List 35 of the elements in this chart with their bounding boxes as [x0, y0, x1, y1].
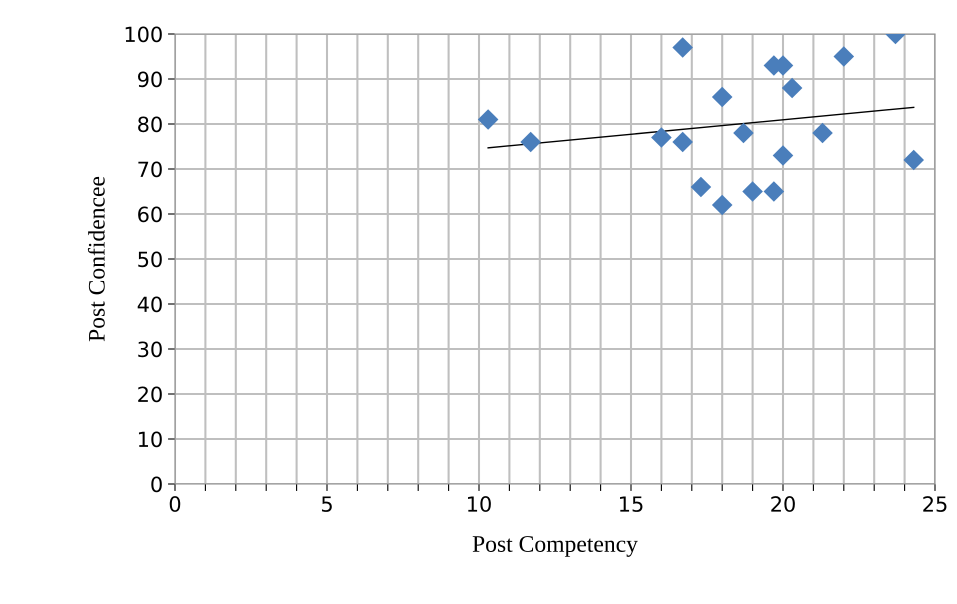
- point: [772, 145, 794, 166]
- point: [651, 127, 672, 148]
- point: [733, 122, 754, 144]
- y-tick-label: 40: [138, 296, 162, 312]
- point: [834, 46, 854, 67]
- point: [764, 181, 784, 202]
- point: [903, 150, 924, 170]
- y-tick-label: 100: [126, 26, 162, 42]
- x-axis-title: Post Competency: [472, 536, 638, 557]
- point: [812, 122, 833, 144]
- point: [712, 86, 732, 108]
- point: [478, 109, 498, 130]
- y-tick-label: 80: [138, 116, 162, 132]
- point: [712, 194, 732, 216]
- y-axis-title: Post Confidencee: [88, 176, 105, 342]
- point: [672, 132, 693, 152]
- point: [520, 132, 541, 152]
- y-tick-label: 60: [138, 206, 162, 222]
- point: [742, 181, 763, 202]
- point: [690, 176, 712, 198]
- y-tick-label: 20: [138, 386, 162, 402]
- x-tick-label: 0: [170, 496, 180, 512]
- y-tick-label: 90: [138, 71, 162, 88]
- x-tick-label: 25: [923, 496, 946, 512]
- point: [672, 37, 693, 58]
- y-tick-label: 30: [138, 341, 162, 358]
- y-tick-label: 10: [138, 431, 162, 448]
- y-tick-label: 0: [151, 476, 162, 492]
- point: [782, 78, 802, 98]
- y-tick-label: 70: [138, 161, 162, 178]
- y-tick-label: 50: [138, 251, 162, 268]
- x-tick-label: 15: [620, 496, 642, 512]
- x-tick-label: 10: [468, 496, 491, 512]
- x-tick-label: 5: [322, 496, 332, 512]
- x-tick-label: 20: [771, 496, 795, 512]
